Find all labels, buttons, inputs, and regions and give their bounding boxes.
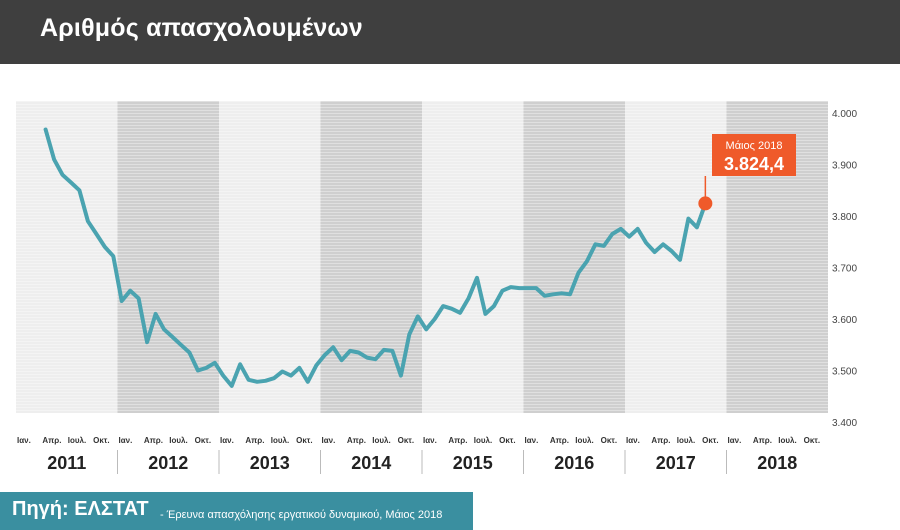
year-band-hatch: [219, 101, 321, 413]
month-tick-label: Ιαν.: [220, 436, 234, 445]
month-tick-label: Ιουλ.: [68, 436, 86, 445]
year-label-2016: 2016: [554, 453, 594, 473]
month-tick-label: Απρ.: [144, 436, 163, 445]
month-tick-label: Απρ.: [753, 436, 772, 445]
source-footer: Πηγή: ΕΛΣΤΑΤ - Έρευνα απασχόλησης εργατι…: [0, 492, 473, 530]
month-tick-label: Ιαν.: [728, 436, 742, 445]
year-band-hatch: [523, 101, 625, 413]
month-tick-label: Οκτ.: [195, 436, 211, 445]
month-tick-label: Ιουλ.: [474, 436, 492, 445]
month-tick-label: Ιαν.: [525, 436, 539, 445]
month-tick-label: Οκτ.: [296, 436, 312, 445]
month-tick-label: Οκτ.: [601, 436, 617, 445]
month-tick-label: Απρ.: [245, 436, 264, 445]
year-label-2015: 2015: [453, 453, 493, 473]
y-tick-label: 3.400: [832, 418, 857, 429]
latest-point-marker: [698, 196, 713, 211]
y-tick-label: 4.000: [832, 109, 857, 120]
month-tick-label: Απρ.: [448, 436, 467, 445]
month-tick-label: Οκτ.: [499, 436, 515, 445]
year-band-hatch: [320, 101, 422, 413]
month-tick-label: Ιαν.: [423, 436, 437, 445]
month-tick-label: Ιαν.: [626, 436, 640, 445]
month-tick-label: Οκτ.: [398, 436, 414, 445]
month-tick-label: Ιουλ.: [271, 436, 289, 445]
annotation-value-label: 3.824,4: [724, 154, 784, 174]
y-tick-label: 3.500: [832, 367, 857, 378]
month-tick-label: Ιουλ.: [169, 436, 187, 445]
y-tick-label: 3.900: [832, 161, 857, 172]
month-tick-label: Απρ.: [651, 436, 670, 445]
month-tick-label: Ιαν.: [322, 436, 336, 445]
month-tick-label: Οκτ.: [93, 436, 109, 445]
source-description: - Έρευνα απασχόλησης εργατικού δυναμικού…: [160, 509, 443, 521]
month-tick-label: Οκτ.: [804, 436, 820, 445]
month-tick-label: Ιουλ.: [575, 436, 593, 445]
chart-header: Αριθμός απασχολουμένων: [0, 0, 900, 64]
year-label-2011: 2011: [47, 453, 86, 473]
year-band-hatch: [117, 101, 219, 413]
year-label-2018: 2018: [757, 453, 797, 473]
month-tick-label: Απρ.: [550, 436, 569, 445]
line-chart: 4.000 3.900 3.800 3.700 3.600 3.500 3.400 Ιαν.…: [16, 101, 857, 474]
month-tick-label: Απρ.: [42, 436, 61, 445]
month-tick-label: Απρ.: [347, 436, 366, 445]
month-tick-label: Οκτ.: [702, 436, 718, 445]
year-label-2014: 2014: [351, 453, 391, 473]
y-tick-label: 3.800: [832, 212, 857, 223]
y-tick-label: 3.600: [832, 315, 857, 326]
month-tick-label: Ιουλ.: [372, 436, 390, 445]
chart-title: Αριθμός απασχολουμένων: [40, 14, 363, 42]
year-label-2012: 2012: [148, 453, 188, 473]
y-tick-label: 3.700: [832, 264, 857, 275]
annotation-box: [712, 134, 796, 176]
employment-series-line: [43, 127, 708, 388]
month-tick-label: Ιουλ.: [778, 436, 796, 445]
year-label-2013: 2013: [250, 453, 290, 473]
source-label: Πηγή: ΕΛΣΤΑΤ: [12, 498, 149, 520]
month-tick-label: Ιαν.: [119, 436, 133, 445]
year-label-2017: 2017: [656, 453, 696, 473]
month-tick-label: Ιαν.: [17, 436, 31, 445]
month-tick-label: Ιουλ.: [677, 436, 695, 445]
annotation-date-label: Μάιος 2018: [726, 140, 783, 152]
year-band-hatch: [422, 101, 524, 413]
year-band-hatch: [16, 101, 118, 413]
